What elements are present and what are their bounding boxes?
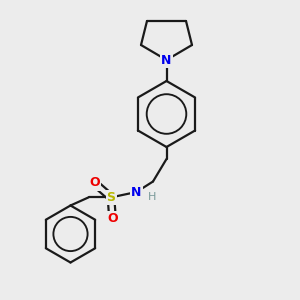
Text: O: O <box>89 176 100 190</box>
Text: S: S <box>106 191 116 204</box>
Text: H: H <box>148 192 157 203</box>
Text: O: O <box>107 212 118 225</box>
Text: N: N <box>131 185 142 199</box>
Text: N: N <box>161 53 172 67</box>
